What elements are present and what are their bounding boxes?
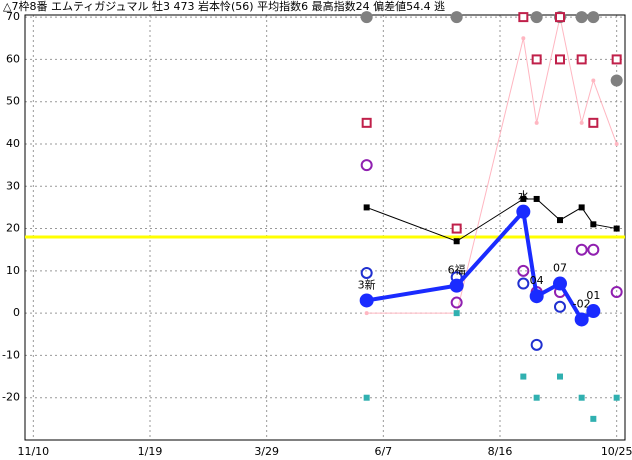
- marker: [360, 11, 373, 24]
- marker: [518, 12, 529, 23]
- y-tick-label: 10: [6, 264, 20, 277]
- y-tick-label: 0: [13, 306, 20, 319]
- y-tick-label: 60: [6, 52, 20, 65]
- point-label: 3新: [358, 277, 376, 291]
- x-tick-label: 1/19: [138, 445, 163, 458]
- marker: [364, 311, 369, 316]
- marker: [611, 54, 622, 65]
- marker: [363, 394, 370, 401]
- marker: [360, 159, 373, 172]
- point-label: 04: [530, 274, 544, 287]
- marker: [520, 373, 527, 380]
- marker: [521, 36, 526, 41]
- marker: [451, 223, 462, 234]
- x-tick-label: 8/16: [488, 445, 513, 458]
- marker: [531, 54, 542, 65]
- marker: [590, 415, 597, 422]
- marker: [555, 54, 565, 65]
- point-label: 水: [518, 190, 529, 203]
- marker: [555, 12, 565, 23]
- point-label: 07: [553, 262, 567, 275]
- marker: [361, 117, 372, 128]
- marker: [450, 11, 463, 24]
- marker: [520, 195, 527, 202]
- marker: [557, 373, 563, 380]
- marker: [588, 117, 599, 128]
- marker: [578, 204, 585, 211]
- marker: [613, 394, 620, 401]
- marker: [530, 338, 543, 351]
- marker: [614, 141, 619, 146]
- chart-title: △7枠8番 エムティガジュマル 牡3 473 岩本怜(56) 平均指数6 最高指…: [3, 0, 445, 13]
- marker: [360, 266, 373, 279]
- point-label: 01: [586, 289, 600, 302]
- x-tick-label: 10/25: [601, 445, 632, 458]
- series-line: [366, 17, 618, 314]
- marker: [534, 120, 539, 125]
- marker: [575, 243, 588, 256]
- marker: [533, 195, 540, 202]
- plot-frame: [24, 14, 626, 441]
- marker: [586, 304, 601, 319]
- y-tick-label: 40: [6, 137, 20, 150]
- marker: [450, 296, 463, 309]
- marker: [579, 120, 584, 125]
- marker: [575, 11, 588, 24]
- marker: [449, 278, 464, 293]
- marker: [533, 394, 540, 401]
- y-tick-label: 20: [6, 222, 20, 235]
- marker: [576, 54, 587, 65]
- y-tick-label: 50: [6, 95, 20, 108]
- marker: [574, 312, 589, 327]
- y-tick-label: 70: [6, 10, 20, 23]
- marker: [453, 238, 460, 245]
- y-tick-label: 30: [6, 179, 20, 192]
- marker: [554, 300, 566, 313]
- y-tick-label: -20: [2, 391, 20, 404]
- marker: [578, 394, 585, 401]
- marker: [453, 310, 460, 317]
- marker: [613, 225, 620, 232]
- marker: [359, 293, 374, 308]
- marker: [529, 289, 544, 304]
- marker: [530, 11, 543, 24]
- point-label: 6福: [448, 263, 466, 277]
- marker: [363, 204, 370, 211]
- x-tick-label: 11/10: [17, 445, 49, 458]
- marker: [553, 276, 567, 291]
- marker: [516, 204, 531, 219]
- point-label: -02: [573, 297, 591, 310]
- marker: [587, 11, 600, 24]
- marker: [610, 74, 623, 87]
- marker: [557, 217, 563, 224]
- marker: [591, 78, 596, 83]
- y-tick-label: -10: [2, 348, 20, 361]
- x-tick-label: 3/29: [254, 445, 279, 458]
- marker: [587, 243, 600, 256]
- x-tick-label: 6/7: [374, 445, 392, 458]
- marker: [610, 285, 623, 298]
- marker: [517, 264, 530, 277]
- marker: [590, 221, 597, 228]
- marker: [517, 277, 530, 290]
